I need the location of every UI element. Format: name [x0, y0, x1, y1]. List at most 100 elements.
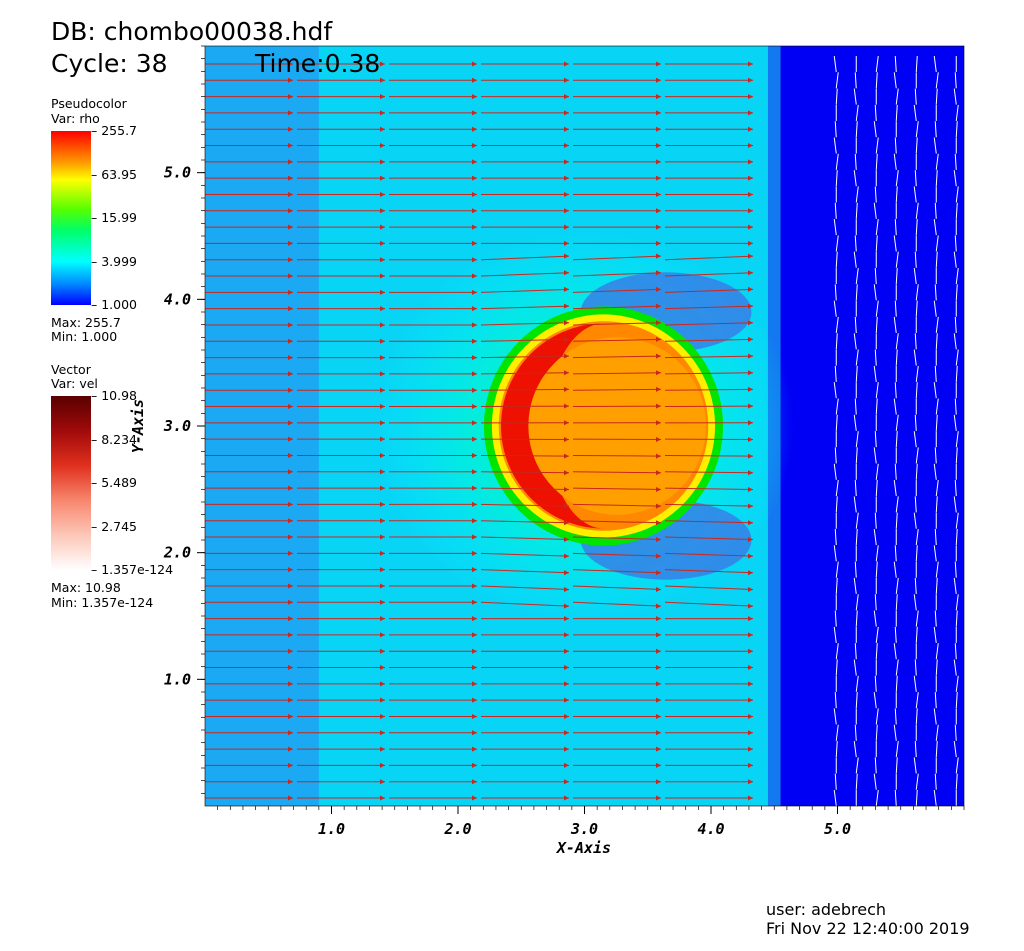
- velocity-vector: [480, 503, 570, 507]
- velocity-vector-head: [288, 371, 293, 377]
- velocity-vector-head: [748, 61, 753, 67]
- velocity-vector: [855, 675, 859, 692]
- velocity-vector-head: [748, 320, 753, 326]
- velocity-vector-head: [288, 126, 293, 132]
- velocity-vector-head: [564, 403, 569, 409]
- velocity-vector: [874, 268, 877, 285]
- velocity-vector-head: [380, 159, 385, 165]
- velocity-vector-head: [656, 420, 661, 426]
- velocity-vector: [855, 692, 858, 709]
- velocity-vector-head: [564, 253, 569, 259]
- velocity-vector-head: [656, 779, 661, 785]
- velocity-vector: [934, 202, 937, 219]
- velocity-vector-head: [288, 632, 293, 638]
- velocity-vector: [833, 626, 837, 643]
- velocity-vector: [935, 496, 938, 513]
- velocity-vector-head: [288, 599, 293, 605]
- velocity-vector-head: [472, 404, 477, 410]
- velocity-vector: [955, 349, 959, 366]
- velocity-vector-head: [380, 550, 385, 556]
- velocity-vector: [955, 121, 958, 138]
- velocity-vector: [954, 153, 957, 170]
- velocity-vector-head: [288, 61, 293, 67]
- velocity-vector: [914, 88, 917, 105]
- velocity-vector-head: [748, 632, 753, 638]
- velocity-vector-head: [748, 603, 753, 609]
- velocity-vector-head: [472, 257, 477, 263]
- velocity-vector: [915, 219, 918, 236]
- velocity-vector-head: [288, 795, 293, 801]
- velocity-vector: [853, 577, 857, 595]
- velocity-vector: [572, 255, 662, 261]
- velocity-vector: [875, 55, 879, 73]
- y-tick-label: 5.0: [164, 164, 191, 182]
- velocity-vector-head: [472, 191, 477, 197]
- axes: 1.0 2.0 3.0 4.0 5.0 1.0 2.0 3.0 4.0 5.0: [163, 45, 965, 838]
- velocity-vector-head: [472, 371, 477, 377]
- velocity-vector: [953, 88, 957, 105]
- velocity-vector: [893, 724, 897, 741]
- velocity-vector: [834, 365, 837, 382]
- velocity-vector-head: [380, 338, 385, 344]
- velocity-vector: [955, 610, 958, 627]
- velocity-vector: [955, 431, 959, 448]
- velocity-vector-head: [472, 501, 477, 507]
- velocity-vector: [833, 300, 837, 317]
- vector-max-label: Max: 10.98: [51, 580, 121, 595]
- velocity-vector: [664, 569, 754, 574]
- velocity-vector-head: [656, 762, 661, 768]
- velocity-vector: [894, 219, 897, 236]
- velocity-vector: [955, 267, 959, 285]
- velocity-vector-head: [656, 240, 661, 246]
- velocity-vector-head: [288, 306, 293, 312]
- velocity-vector: [835, 316, 839, 334]
- velocity-vector-head: [564, 486, 569, 492]
- velocity-vector: [954, 235, 957, 252]
- velocity-vector-head: [380, 289, 385, 295]
- velocity-vector: [664, 355, 754, 359]
- x-tick-label: 3.0: [570, 820, 598, 838]
- velocity-vector: [935, 741, 938, 758]
- velocity-vector: [955, 757, 959, 774]
- velocity-vector: [895, 349, 898, 366]
- date-label: Fri Nov 22 12:40:00 2019: [766, 919, 970, 938]
- velocity-vector-head: [656, 286, 661, 292]
- velocity-vector: [955, 365, 958, 382]
- velocity-vector: [833, 708, 837, 725]
- velocity-vector: [913, 512, 917, 529]
- velocity-vector: [954, 643, 957, 660]
- velocity-vector-head: [748, 286, 753, 292]
- velocity-vector: [935, 170, 938, 187]
- velocity-vector-head: [564, 94, 569, 100]
- velocity-vector-head: [564, 286, 569, 292]
- velocity-vector-head: [656, 159, 661, 165]
- velocity-vector-head: [288, 583, 293, 589]
- velocity-vector: [955, 692, 958, 709]
- velocity-vector-head: [564, 175, 569, 181]
- velocity-vector: [953, 251, 957, 268]
- velocity-vector-head: [288, 518, 293, 524]
- velocity-vector-head: [472, 338, 477, 344]
- velocity-vector-head: [472, 77, 477, 83]
- velocity-vector-head: [748, 253, 753, 259]
- velocity-vector: [873, 773, 877, 790]
- velocity-vector: [664, 503, 754, 507]
- velocity-vector: [572, 305, 662, 310]
- velocity-vector: [480, 255, 570, 261]
- velocity-vector-head: [380, 746, 385, 752]
- velocity-vector: [874, 757, 877, 774]
- velocity-vector: [853, 659, 857, 676]
- velocity-vector: [913, 104, 917, 121]
- velocity-vector: [893, 72, 897, 89]
- velocity-vector: [893, 643, 897, 660]
- vector-tick-3: – 2.745: [91, 518, 138, 534]
- velocity-vector-head: [656, 453, 661, 459]
- velocity-vector-head: [564, 536, 569, 542]
- velocity-vector: [834, 447, 837, 464]
- velocity-vector: [854, 316, 857, 334]
- velocity-vector: [894, 708, 897, 725]
- velocity-vector: [664, 601, 754, 607]
- velocity-vector: [835, 88, 838, 105]
- velocity-vector: [664, 305, 754, 310]
- velocity-vector-head: [472, 420, 477, 426]
